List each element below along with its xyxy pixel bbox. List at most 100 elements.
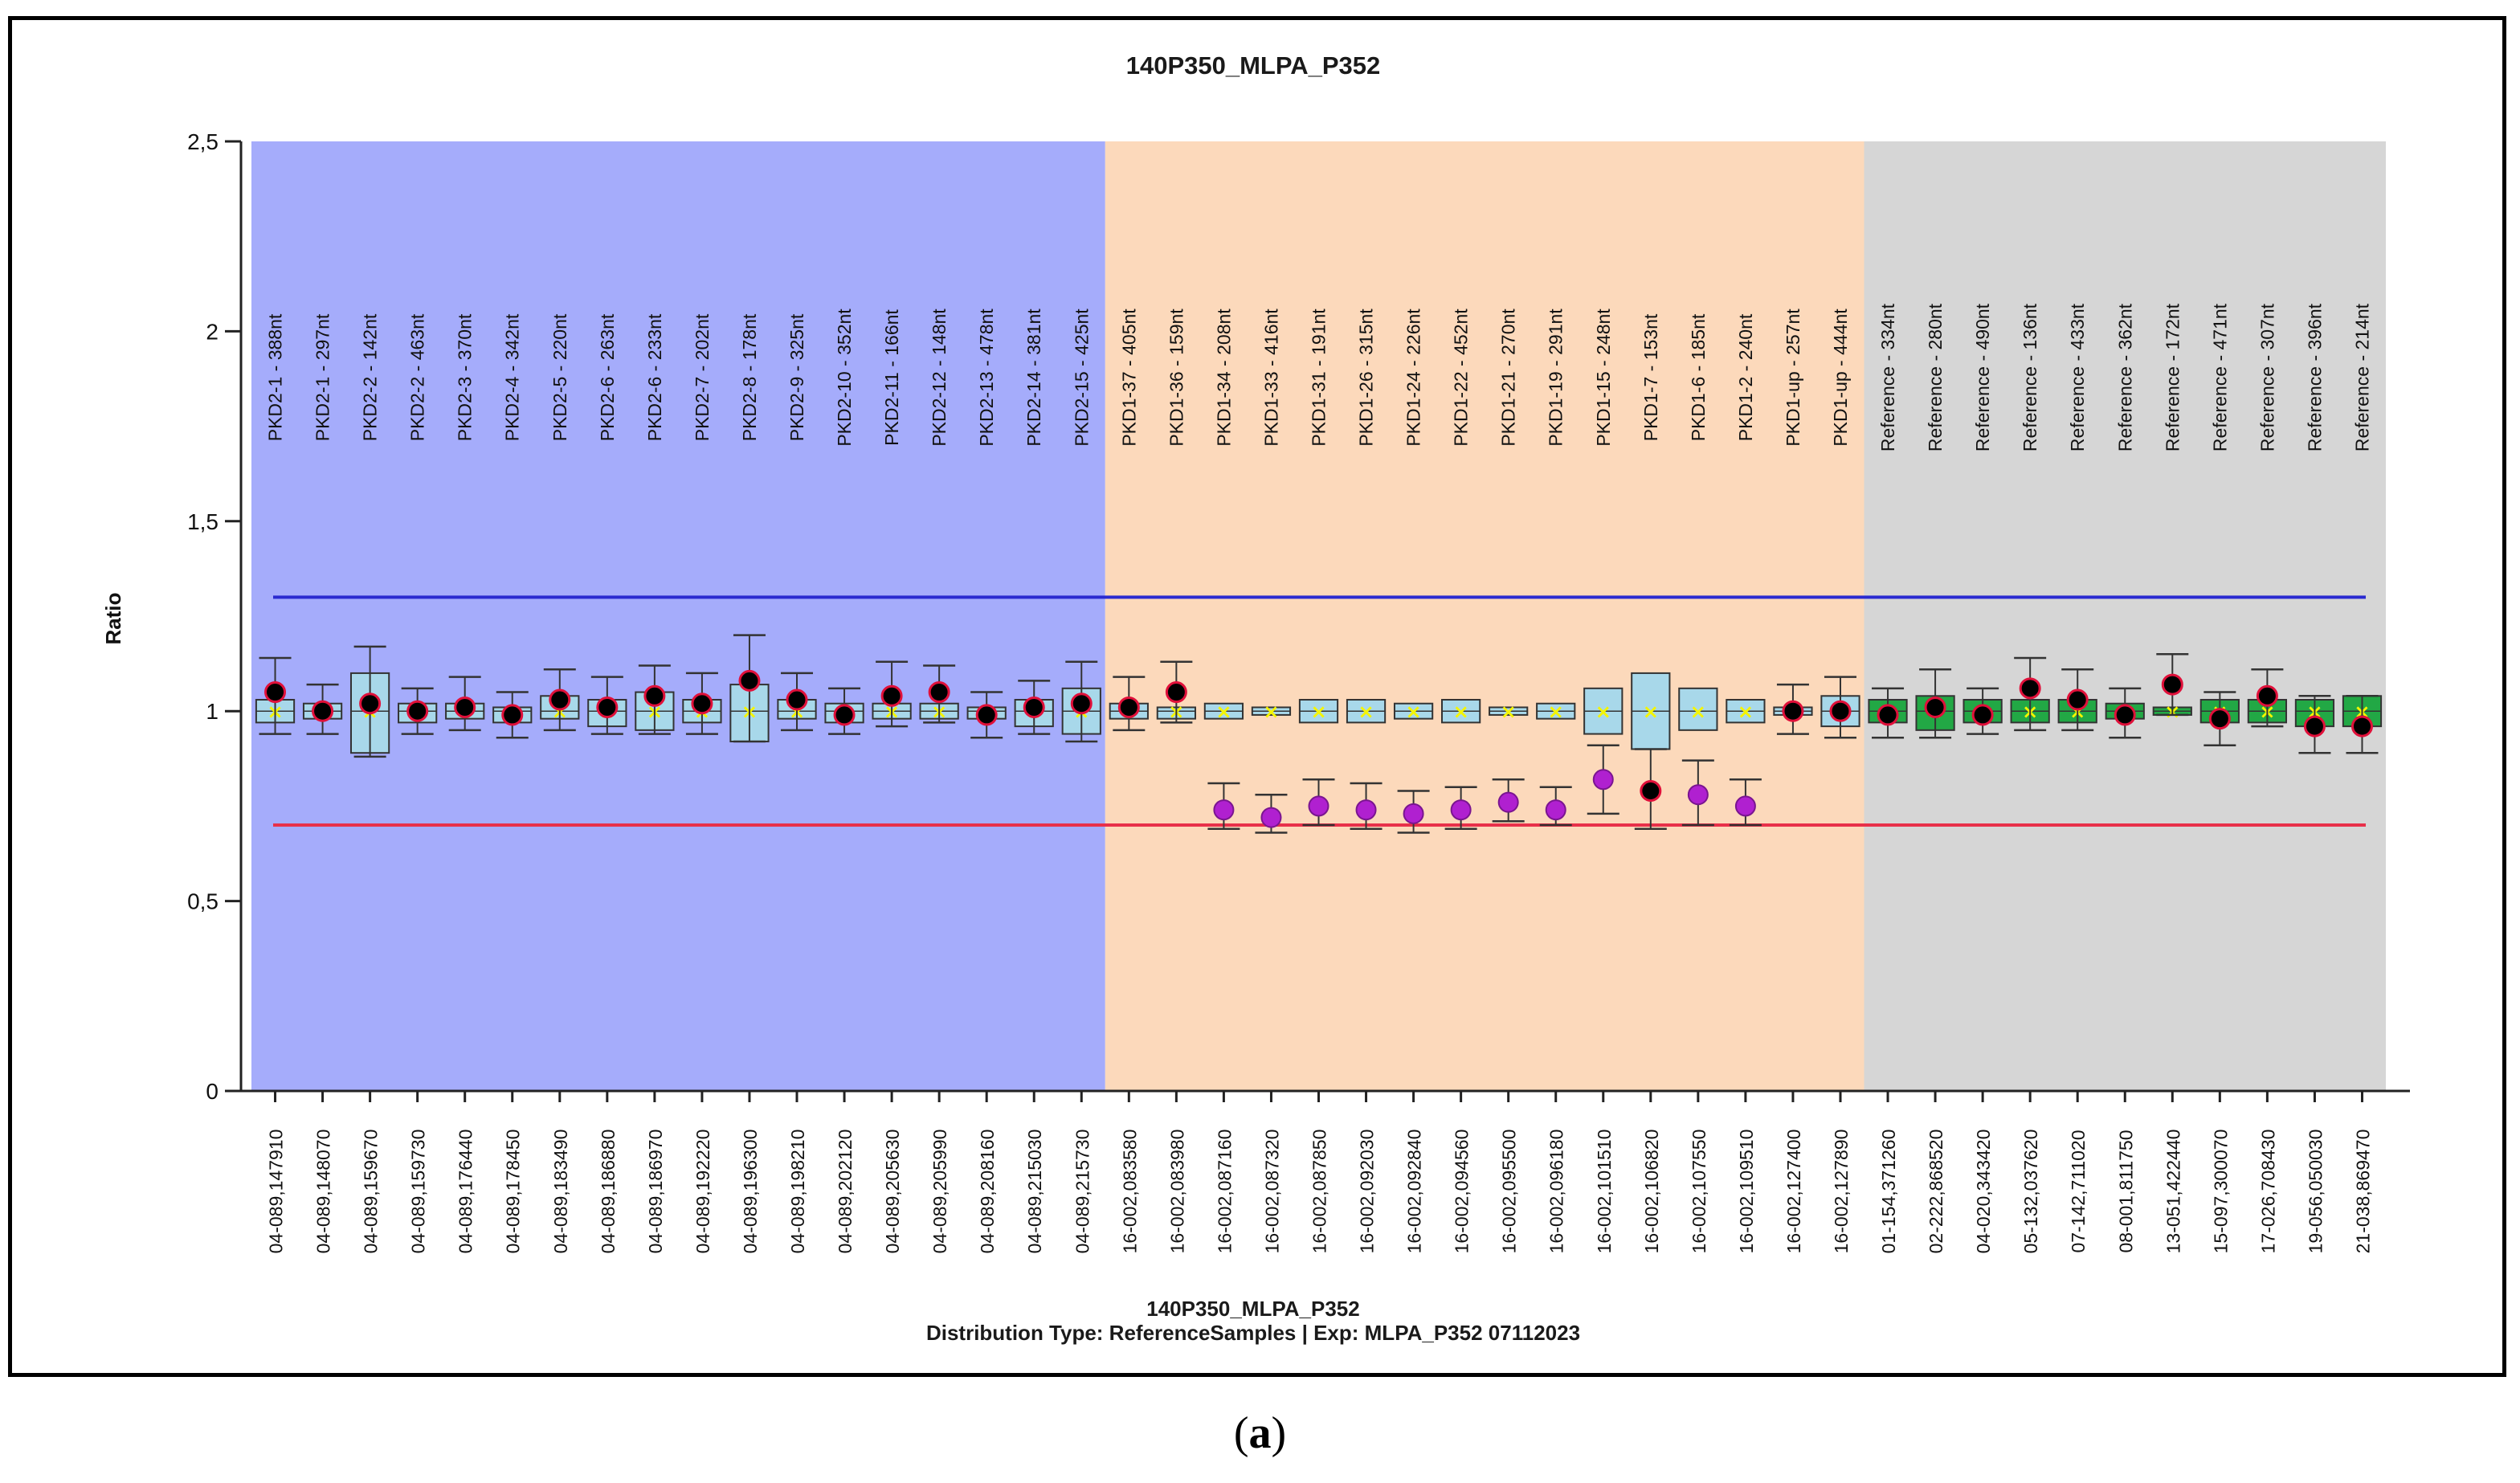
probe-label: Reference - 433nt bbox=[2067, 303, 2088, 451]
sample-point bbox=[691, 692, 713, 715]
locus-label: 02-222,868520 bbox=[1926, 1130, 1946, 1254]
locus-label: 04-089,215730 bbox=[1072, 1130, 1093, 1254]
locus-label: 16-002,096180 bbox=[1546, 1130, 1567, 1254]
sample-point bbox=[786, 688, 808, 711]
axes: Ratio bbox=[101, 141, 2410, 1093]
median-mark: × bbox=[1643, 701, 1659, 723]
sample-point bbox=[1117, 696, 1140, 718]
median-mark: × bbox=[1406, 701, 1422, 723]
sample-point bbox=[264, 681, 287, 704]
box-plot: × bbox=[1298, 699, 1339, 827]
sample-point bbox=[1924, 696, 1946, 718]
chart-title: 140P350_MLPA_P352 bbox=[1126, 51, 1381, 80]
sample-point bbox=[2161, 673, 2183, 696]
caption-open: ( bbox=[1233, 1408, 1249, 1458]
locus-label: 01-154,371260 bbox=[1878, 1130, 1899, 1254]
sample-point-deleted bbox=[1308, 795, 1329, 817]
footer-distribution: Distribution Type: ReferenceSamples | Ex… bbox=[926, 1321, 1580, 1345]
sample-point bbox=[1640, 779, 1662, 802]
locus-label: 04-089,205630 bbox=[882, 1130, 903, 1254]
y-axis-ticks: 0 0,5 1 1,5 2 2,5 bbox=[187, 129, 2363, 1104]
locus-label: 19-056,050030 bbox=[2305, 1130, 2326, 1254]
probe-label: PKD2-2 - 463nt bbox=[407, 313, 428, 441]
locus-label: 04-089,148070 bbox=[313, 1130, 334, 1254]
probe-labels: PKD2-1 - 388nt PKD2-1 - 297nt PKD2-2 - 142… bbox=[265, 303, 2373, 451]
sample-point-deleted bbox=[1403, 803, 1424, 824]
probe-label: PKD1-up - 444nt bbox=[1830, 308, 1851, 447]
probe-label: PKD2-10 - 352nt bbox=[834, 308, 855, 447]
sample-point-deleted bbox=[1687, 784, 1709, 806]
sample-point-deleted bbox=[1497, 791, 1519, 813]
box-plot: × bbox=[1868, 687, 1908, 739]
locus-label: 13-051,422440 bbox=[2163, 1130, 2183, 1254]
probe-label: PKD2-14 - 381nt bbox=[1023, 308, 1044, 447]
probe-label: PKD2-12 - 148nt bbox=[929, 308, 950, 447]
locus-label: 07-142,711020 bbox=[2068, 1130, 2089, 1252]
probe-label: Reference - 307nt bbox=[2257, 303, 2277, 451]
median-mark: × bbox=[1595, 701, 1611, 723]
sample-point-deleted bbox=[1213, 799, 1235, 821]
box-plot: × bbox=[1203, 701, 1244, 831]
probe-label: PKD1-24 - 226nt bbox=[1403, 308, 1424, 447]
probe-label: PKD1-15 - 248nt bbox=[1593, 308, 1614, 447]
region-pkd1 bbox=[1105, 141, 1864, 1091]
locus-label: 17-026,708430 bbox=[2257, 1130, 2278, 1254]
locus-label: 04-089,186970 bbox=[645, 1130, 666, 1254]
locus-label: 16-002,101510 bbox=[1594, 1130, 1615, 1254]
box-plot: × bbox=[2247, 668, 2288, 728]
probe-label: Reference - 172nt bbox=[2162, 303, 2183, 451]
sample-point bbox=[1971, 704, 1994, 726]
probe-label: Reference - 396nt bbox=[2304, 303, 2325, 451]
box-plot: × bbox=[1156, 660, 1196, 724]
sample-point-deleted bbox=[1592, 769, 1614, 791]
sample-point bbox=[312, 700, 334, 722]
probe-label: PKD2-5 - 220nt bbox=[549, 313, 570, 441]
locus-label: 15-097,300070 bbox=[2210, 1130, 2231, 1254]
region-pkd2 bbox=[251, 141, 1105, 1091]
locus-label: 04-089,183490 bbox=[550, 1130, 571, 1254]
box-plot: × bbox=[2105, 687, 2145, 739]
box-plot: × bbox=[1061, 660, 1101, 743]
locus-label: 16-002,106820 bbox=[1641, 1130, 1662, 1254]
box-plot: × bbox=[2010, 656, 2050, 732]
locus-label: 04-089,147910 bbox=[266, 1130, 287, 1254]
figure-caption: (a) bbox=[0, 1407, 2520, 1459]
locus-label: 04-089,159670 bbox=[361, 1130, 382, 1254]
sample-point bbox=[643, 684, 666, 707]
probe-label: PKD1-34 - 208nt bbox=[1213, 308, 1234, 447]
locus-label: 04-089,178450 bbox=[503, 1130, 524, 1254]
locus-label: 04-089,159730 bbox=[408, 1130, 429, 1254]
box-plot: × bbox=[1820, 676, 1860, 739]
sample-point-deleted bbox=[1734, 795, 1756, 817]
caption-close: ) bbox=[1271, 1408, 1287, 1458]
sample-point bbox=[1070, 692, 1093, 715]
locus-label: 16-002,087320 bbox=[1261, 1130, 1282, 1254]
sample-point bbox=[1829, 700, 1852, 722]
box-plot: × bbox=[398, 687, 438, 735]
probe-label: PKD1-22 - 452nt bbox=[1451, 308, 1472, 447]
sample-point bbox=[359, 692, 382, 715]
box-plot: × bbox=[302, 683, 343, 735]
probe-label: Reference - 136nt bbox=[2020, 303, 2040, 451]
box-plot: × bbox=[682, 672, 722, 735]
box-plot: × bbox=[2199, 691, 2240, 747]
locus-label: 16-002,127400 bbox=[1783, 1130, 1804, 1254]
median-mark: × bbox=[1690, 701, 1706, 723]
locus-label: 16-002,092030 bbox=[1357, 1130, 1378, 1254]
box-plot: × bbox=[2152, 653, 2192, 723]
probe-label: PKD1-2 - 240nt bbox=[1735, 313, 1756, 441]
locus-label: 16-002,092840 bbox=[1404, 1130, 1425, 1254]
box-plot: × bbox=[1109, 676, 1149, 732]
probe-label: PKD1-33 - 416nt bbox=[1260, 308, 1281, 447]
locus-label: 16-002,083980 bbox=[1166, 1130, 1187, 1254]
box-plot: × bbox=[824, 687, 864, 735]
box-plots: ××××××××××××××××××××××××××××××××××××××××… bbox=[255, 634, 2383, 834]
box-plot: × bbox=[1726, 699, 1766, 827]
sample-point bbox=[880, 684, 903, 707]
median-mark: × bbox=[1453, 701, 1469, 723]
box-plot: × bbox=[587, 676, 627, 735]
locus-label: 16-002,087160 bbox=[1214, 1130, 1235, 1254]
box-plot: × bbox=[255, 656, 296, 735]
box-plot: × bbox=[966, 691, 1007, 739]
